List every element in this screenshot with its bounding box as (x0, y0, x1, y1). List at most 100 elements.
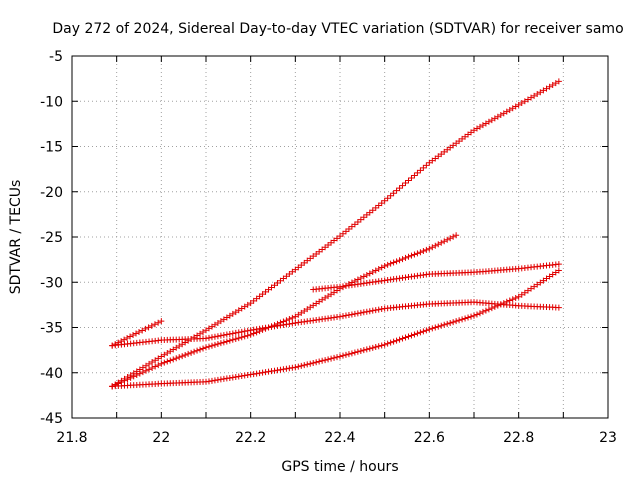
y-tick-label: -20 (40, 185, 63, 201)
data-point (473, 311, 480, 318)
data-point (124, 376, 131, 383)
data-point (214, 341, 221, 348)
data-point (149, 364, 156, 371)
data-point (360, 347, 367, 354)
data-point (351, 310, 358, 317)
data-point (402, 180, 409, 187)
data-point (447, 235, 454, 242)
data-point (238, 328, 245, 335)
series-6 (109, 318, 165, 349)
data-point (133, 372, 140, 379)
data-point (235, 335, 242, 342)
data-point (357, 347, 364, 354)
data-point (399, 182, 406, 189)
data-point (528, 94, 535, 101)
data-point (304, 361, 311, 368)
data-point (372, 267, 379, 274)
data-point (345, 312, 352, 319)
data-point (130, 332, 137, 339)
data-point (200, 345, 207, 352)
data-point (518, 291, 525, 298)
data-point (396, 336, 403, 343)
data-point (555, 267, 562, 274)
data-point (372, 344, 379, 351)
data-point (531, 283, 538, 290)
data-point (384, 195, 391, 202)
data-point (414, 330, 421, 337)
y-tick-label: -5 (49, 49, 63, 65)
data-point (411, 172, 418, 179)
data-point (420, 164, 427, 171)
data-point (432, 242, 439, 249)
data-point (393, 258, 400, 265)
data-point (366, 270, 373, 277)
data-point (417, 249, 424, 256)
data-point (420, 328, 427, 335)
data-point (543, 275, 550, 282)
data-point (223, 338, 230, 345)
y-tick-label: -30 (40, 275, 63, 291)
data-point (509, 296, 516, 303)
data-point (408, 252, 415, 259)
data-point (405, 333, 412, 340)
data-point (127, 333, 134, 340)
data-point (307, 360, 314, 367)
data-point (185, 350, 192, 357)
data-point (555, 304, 562, 311)
data-point (537, 89, 544, 96)
data-point (351, 349, 358, 356)
data-point (426, 326, 433, 333)
data-point (127, 374, 134, 381)
data-point (292, 364, 299, 371)
data-point (384, 261, 391, 268)
data-point (244, 327, 251, 334)
data-point (226, 337, 233, 344)
data-point (417, 329, 424, 336)
x-axis-label: GPS time / hours (281, 459, 398, 475)
x-tick-label: 23 (599, 430, 617, 446)
data-point (229, 336, 236, 343)
data-point (411, 251, 418, 258)
data-point (214, 333, 221, 340)
data-point (408, 174, 415, 181)
y-axis-label: SDTVAR / TECUs (8, 180, 24, 295)
data-point (405, 177, 412, 184)
data-point (328, 355, 335, 362)
data-point (438, 239, 445, 246)
data-point (540, 87, 547, 94)
data-point (423, 327, 430, 334)
data-point (441, 238, 448, 245)
data-point (152, 363, 159, 370)
data-point (149, 359, 156, 366)
y-tick-labels: -45 -40 -35 -30 -25 -20 -15 -10 -5 (40, 49, 63, 427)
data-point (319, 357, 326, 364)
data-point (158, 360, 165, 367)
data-point (387, 260, 394, 267)
data-point (450, 319, 457, 326)
data-point (543, 85, 550, 92)
data-point (423, 246, 430, 253)
series-3 (109, 267, 562, 390)
data-point (450, 233, 457, 240)
data-point (435, 241, 442, 248)
data-point (145, 324, 152, 331)
data-point (241, 328, 248, 335)
data-point (390, 190, 397, 197)
data-point (112, 341, 119, 348)
data-point (518, 100, 525, 107)
data-point (363, 346, 370, 353)
data-point (549, 271, 556, 278)
data-point (482, 307, 489, 314)
data-point (366, 308, 373, 315)
data-point (515, 293, 522, 300)
data-point (528, 285, 535, 292)
data-point (360, 273, 367, 280)
data-point (316, 358, 323, 365)
series-1 (109, 78, 562, 390)
data-point (205, 334, 212, 341)
series-4 (109, 299, 562, 349)
data-point (555, 78, 562, 85)
chart-title: Day 272 of 2024, Sidereal Day-to-day VTE… (52, 21, 623, 37)
data-point (537, 279, 544, 286)
data-point (366, 345, 373, 352)
